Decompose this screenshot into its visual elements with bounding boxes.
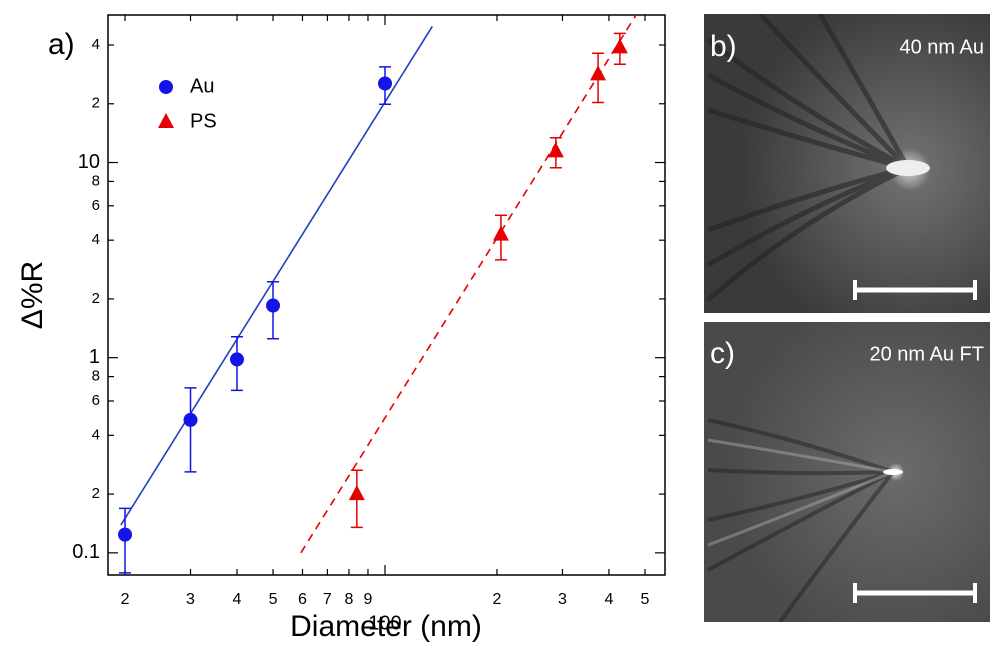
y-tick-label: 4 bbox=[92, 426, 100, 443]
y-tick-label: 4 bbox=[92, 36, 100, 53]
x-tick-label: 5 bbox=[269, 591, 278, 608]
x-tick-label: 3 bbox=[186, 591, 195, 608]
y-tick-label: 10 bbox=[78, 151, 100, 173]
image-b bbox=[704, 14, 990, 313]
data-point bbox=[183, 412, 198, 427]
legend-marker bbox=[159, 80, 173, 94]
x-tick-label: 7 bbox=[323, 591, 332, 608]
x-tick-label: 2 bbox=[121, 591, 130, 608]
legend-label: Au bbox=[190, 75, 214, 97]
x-tick-label: 9 bbox=[364, 591, 373, 608]
y-tick-label: 6 bbox=[92, 392, 100, 409]
x-tick-label: 5 bbox=[641, 591, 650, 608]
error-bar bbox=[184, 387, 197, 473]
fit-line bbox=[120, 26, 433, 526]
y-tick-label: 4 bbox=[92, 231, 100, 248]
legend-marker bbox=[158, 113, 174, 128]
panel-label: c) bbox=[710, 337, 735, 370]
y-tick-label: 6 bbox=[92, 197, 100, 214]
x-tick-label: 100 bbox=[368, 612, 401, 634]
data-point bbox=[348, 485, 365, 501]
data-point bbox=[229, 352, 244, 367]
data-point bbox=[118, 527, 133, 542]
x-tick-label: 4 bbox=[233, 591, 242, 608]
y-tick-label: 2 bbox=[92, 290, 100, 307]
image-caption: 40 nm Au bbox=[899, 36, 984, 58]
panel-label: a) bbox=[48, 28, 75, 61]
y-tick-label: 2 bbox=[92, 485, 100, 502]
y-tick-label: 1 bbox=[89, 346, 100, 368]
image-caption: 20 nm Au FT bbox=[870, 343, 985, 365]
y-tick-label: 2 bbox=[92, 95, 100, 112]
data-point bbox=[492, 225, 509, 241]
y-axis-label: Δ%R bbox=[16, 261, 49, 329]
plot-frame bbox=[107, 14, 666, 576]
fit-line bbox=[300, 15, 637, 554]
data-point bbox=[590, 65, 607, 81]
y-tick-label: 8 bbox=[92, 368, 100, 385]
data-point bbox=[266, 298, 281, 313]
x-tick-label: 4 bbox=[604, 591, 613, 608]
y-tick-label: 0.1 bbox=[72, 541, 100, 563]
image-c bbox=[704, 322, 990, 622]
x-tick-label: 3 bbox=[558, 591, 567, 608]
data-point bbox=[547, 142, 564, 158]
panel-label: b) bbox=[710, 30, 737, 63]
legend-label: PS bbox=[190, 110, 217, 132]
x-axis-label: Diameter (nm) bbox=[290, 610, 482, 643]
data-point bbox=[611, 38, 628, 54]
x-tick-label: 8 bbox=[344, 591, 353, 608]
data-point bbox=[377, 76, 392, 91]
x-tick-label: 6 bbox=[298, 591, 307, 608]
x-tick-label: 2 bbox=[493, 591, 502, 608]
y-tick-label: 8 bbox=[92, 172, 100, 189]
